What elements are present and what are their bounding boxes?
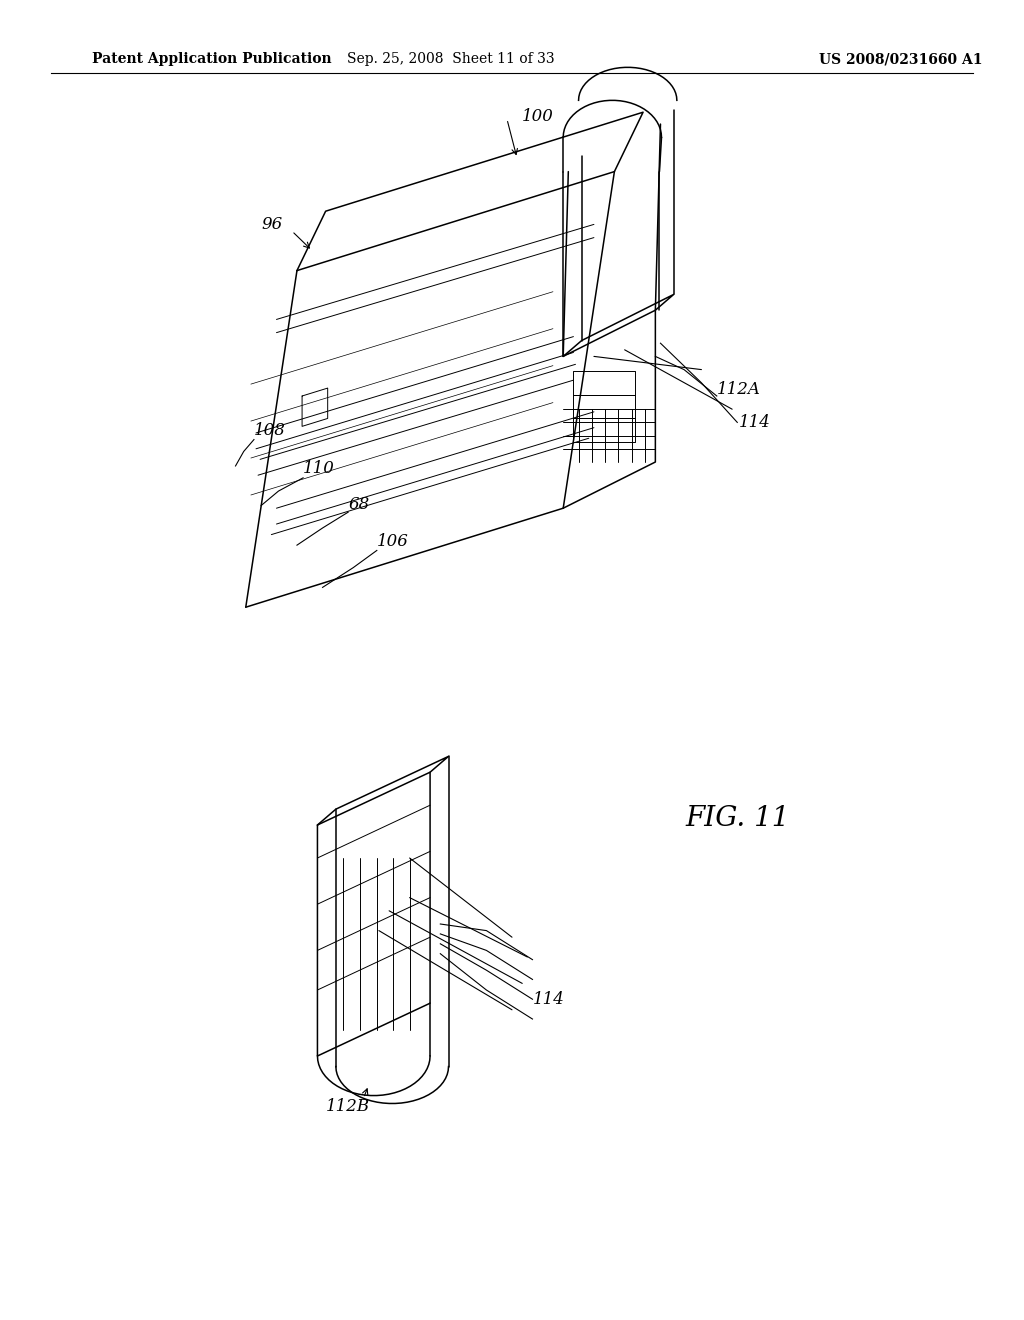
- Text: 106: 106: [377, 533, 409, 549]
- Text: 112B: 112B: [326, 1098, 371, 1114]
- Text: 110: 110: [303, 461, 335, 477]
- Text: Sep. 25, 2008  Sheet 11 of 33: Sep. 25, 2008 Sheet 11 of 33: [347, 53, 554, 66]
- Text: 108: 108: [254, 422, 286, 438]
- Text: 114: 114: [532, 991, 564, 1007]
- Text: FIG. 11: FIG. 11: [685, 805, 790, 832]
- Text: US 2008/0231660 A1: US 2008/0231660 A1: [819, 53, 983, 66]
- Text: 114: 114: [739, 414, 771, 430]
- Text: 96: 96: [261, 216, 283, 232]
- Text: 100: 100: [522, 108, 554, 124]
- Text: 68: 68: [348, 496, 370, 512]
- Text: Patent Application Publication: Patent Application Publication: [92, 53, 332, 66]
- Text: 112A: 112A: [717, 381, 761, 397]
